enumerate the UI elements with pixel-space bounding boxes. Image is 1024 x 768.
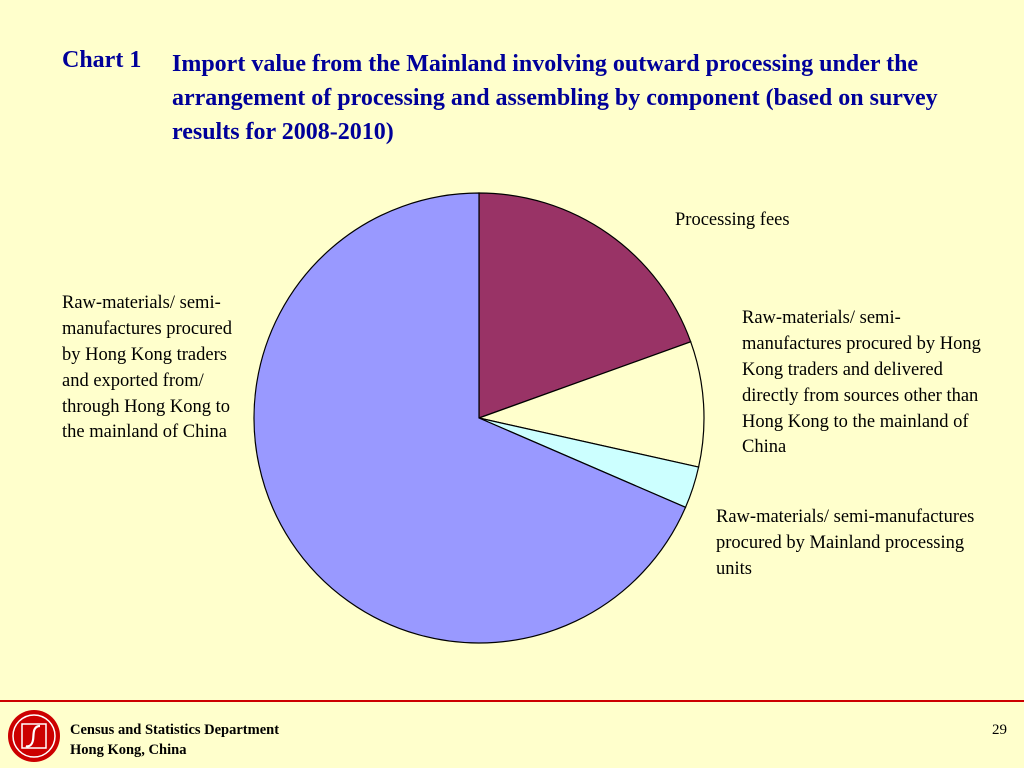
label-processing-fees: Processing fees xyxy=(675,210,790,230)
page-number: 29 xyxy=(992,722,1007,738)
pie-chart xyxy=(253,192,705,644)
slice-hk-exported xyxy=(253,192,687,644)
csd-logo-icon xyxy=(8,710,60,762)
footer-divider xyxy=(0,700,1024,702)
chart-number: Chart 1 xyxy=(62,47,142,73)
footer-org-line1: Census and Statistics Department xyxy=(70,722,280,738)
label-hk-exported: Raw-materials/ semi-manufactures procure… xyxy=(62,293,233,443)
label-direct-delivery: Raw-materials/ semi-manufactures procure… xyxy=(742,308,981,458)
footer-org-line2: Hong Kong, China xyxy=(70,742,187,759)
slice-direct-delivery xyxy=(476,341,705,468)
footer-organization: Census and Statistics Department Hong Ko… xyxy=(70,720,279,761)
chart-title: Import value from the Mainland involving… xyxy=(172,51,938,146)
label-mainland-units: Raw-materials/ semi-manufactures procure… xyxy=(716,507,975,579)
slice-processing-fees xyxy=(478,192,692,419)
